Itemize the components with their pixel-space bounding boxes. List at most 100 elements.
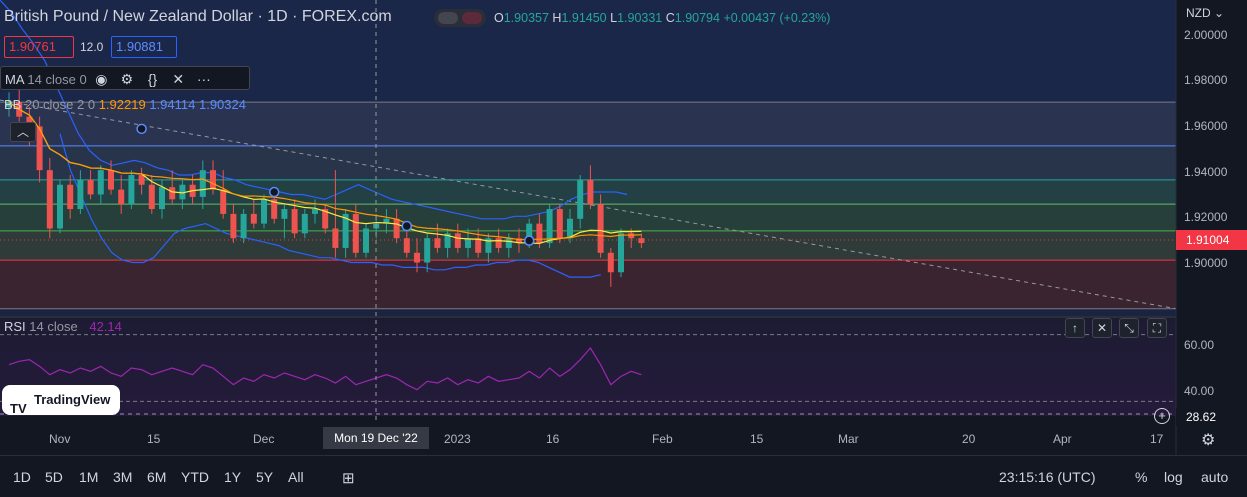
time-axis-settings-gear-icon[interactable]: ⚙ <box>1201 432 1216 449</box>
bb-lower-band <box>59 133 601 278</box>
buy-button[interactable]: 1.90881 <box>111 36 177 58</box>
bb-basis-value: 1.92219 <box>98 97 146 112</box>
candle-body <box>393 218 400 239</box>
timeframe-1m[interactable]: 1M <box>79 469 99 485</box>
eye-icon[interactable]: ◉ <box>95 71 108 87</box>
time-tick: 17 <box>1150 432 1164 446</box>
candle-body <box>526 223 533 244</box>
price-tick: 1.94000 <box>1184 165 1228 179</box>
signal-marker <box>523 235 535 246</box>
rsi-tick: 40.00 <box>1184 384 1215 398</box>
candle-body <box>454 233 461 248</box>
timeframe-1y[interactable]: 1Y <box>224 469 242 485</box>
candle-body <box>536 223 543 244</box>
bottom-toolbar: 1D 5D 1M 3M 6M YTD 1Y 5Y All ⊞ 23:15:16 … <box>0 455 1247 497</box>
bb-indicator-legend[interactable]: BB 20 close 2 0 1.92219 1.94114 1.90324 <box>0 93 246 117</box>
high-label: H <box>552 11 562 25</box>
candle-body <box>261 199 267 224</box>
candle-body <box>516 238 522 244</box>
candle-body <box>556 209 563 239</box>
rsi-crosshair-badge: 28.62 <box>1176 408 1247 426</box>
candle-body <box>128 175 135 205</box>
rsi-line <box>8 346 642 391</box>
timeframe-6m[interactable]: 6M <box>147 469 167 485</box>
candle-body <box>179 184 186 200</box>
collapse-legend-button[interactable]: ︿ <box>10 122 36 142</box>
candle-body <box>57 184 63 229</box>
clock-readout[interactable]: 23:15:16 (UTC) <box>999 469 1096 485</box>
candle-body <box>383 218 390 224</box>
candle-body <box>77 179 84 210</box>
sell-button[interactable]: 1.90761 <box>4 36 74 58</box>
date-range-calendar-icon[interactable]: ⊞ <box>342 470 355 487</box>
timeframe-3m[interactable]: 3M <box>113 469 133 485</box>
tradingview-logo[interactable]: TV TradingView <box>2 385 120 416</box>
current-price-badge: 1.91004 <box>1176 230 1247 250</box>
tradingview-logo-text: TradingView <box>34 392 111 407</box>
candle-body <box>240 213 247 239</box>
more-icon[interactable]: ··· <box>196 71 211 87</box>
candle-body <box>597 204 604 253</box>
candle-body <box>424 238 431 263</box>
ma-indicator-legend[interactable]: MA 14 close 0 ◉ ⚙ {} ✕ ··· <box>0 66 250 90</box>
bb-upper-band <box>0 0 628 220</box>
bb-params: 20 close 2 0 <box>24 97 96 112</box>
candle-body <box>434 238 441 248</box>
price-tick: 1.98000 <box>1184 73 1228 87</box>
chevron-down-icon: ⌄ <box>1214 6 1225 20</box>
candle-body <box>587 179 594 205</box>
candle-body <box>291 209 298 234</box>
bb-lower-value: 1.90324 <box>198 97 246 112</box>
candle-body <box>199 170 206 197</box>
rsi-name: RSI <box>4 319 26 334</box>
bb-name: BB <box>4 97 22 112</box>
timeframe-all[interactable]: All <box>288 469 304 485</box>
tradingview-logo-icon: TV <box>10 401 27 416</box>
currency-selector[interactable]: NZD ⌄ <box>1186 6 1224 20</box>
spread-value: 12.0 <box>80 40 104 54</box>
gear-icon[interactable]: ⚙ <box>120 71 134 87</box>
candle-body <box>342 213 349 248</box>
candle-body <box>485 238 492 253</box>
percent-scale-toggle[interactable]: % <box>1135 469 1148 485</box>
maximize-pane-button[interactable]: ⛶ <box>1147 318 1167 338</box>
market-status-toggle[interactable] <box>434 9 486 27</box>
candle-body <box>36 126 43 171</box>
candle-body <box>363 228 369 253</box>
candle-body <box>495 238 502 248</box>
candle-body <box>230 213 237 239</box>
fib-band <box>0 260 1176 309</box>
candle-body <box>46 170 53 229</box>
time-tick: Feb <box>652 432 673 446</box>
ma-name: MA <box>5 72 24 87</box>
price-tick: 1.92000 <box>1184 210 1228 224</box>
log-scale-toggle[interactable]: log <box>1164 469 1183 485</box>
bb-upper-value: 1.94114 <box>149 97 196 112</box>
rsi-indicator-legend[interactable]: RSI 14 close 42.14 <box>0 315 122 339</box>
candle-body <box>475 238 482 253</box>
candle-body <box>220 189 227 214</box>
candle-body <box>118 189 125 205</box>
fib-band <box>0 102 1176 146</box>
timeframe-ytd[interactable]: YTD <box>181 469 209 485</box>
collapse-pane-button[interactable]: ⤡ <box>1119 318 1139 338</box>
move-pane-up-button[interactable]: ↑ <box>1065 318 1085 338</box>
close-icon[interactable]: ✕ <box>172 71 185 87</box>
change-value: +0.00437 (+0.23%) <box>723 11 831 25</box>
timeframe-5y[interactable]: 5Y <box>256 469 274 485</box>
candle-body <box>607 252 614 273</box>
chart-canvas[interactable] <box>0 0 1247 455</box>
candle-body <box>26 116 33 127</box>
add-plus-icon[interactable]: + <box>1154 408 1170 424</box>
symbol-title[interactable]: British Pound / New Zealand Dollar · 1D … <box>4 8 392 25</box>
timeframe-1d[interactable]: 1D <box>13 469 31 485</box>
candle-body <box>138 175 145 185</box>
auto-scale-toggle[interactable]: auto <box>1201 469 1229 485</box>
candle-body <box>67 184 74 210</box>
source-code-icon[interactable]: {} <box>147 71 158 87</box>
signal-marker <box>268 186 280 198</box>
currency-label: NZD <box>1186 6 1211 20</box>
timeframe-5d[interactable]: 5D <box>45 469 63 485</box>
delete-pane-button[interactable]: ✕ <box>1092 318 1112 338</box>
rsi-params: 14 close <box>29 319 78 334</box>
